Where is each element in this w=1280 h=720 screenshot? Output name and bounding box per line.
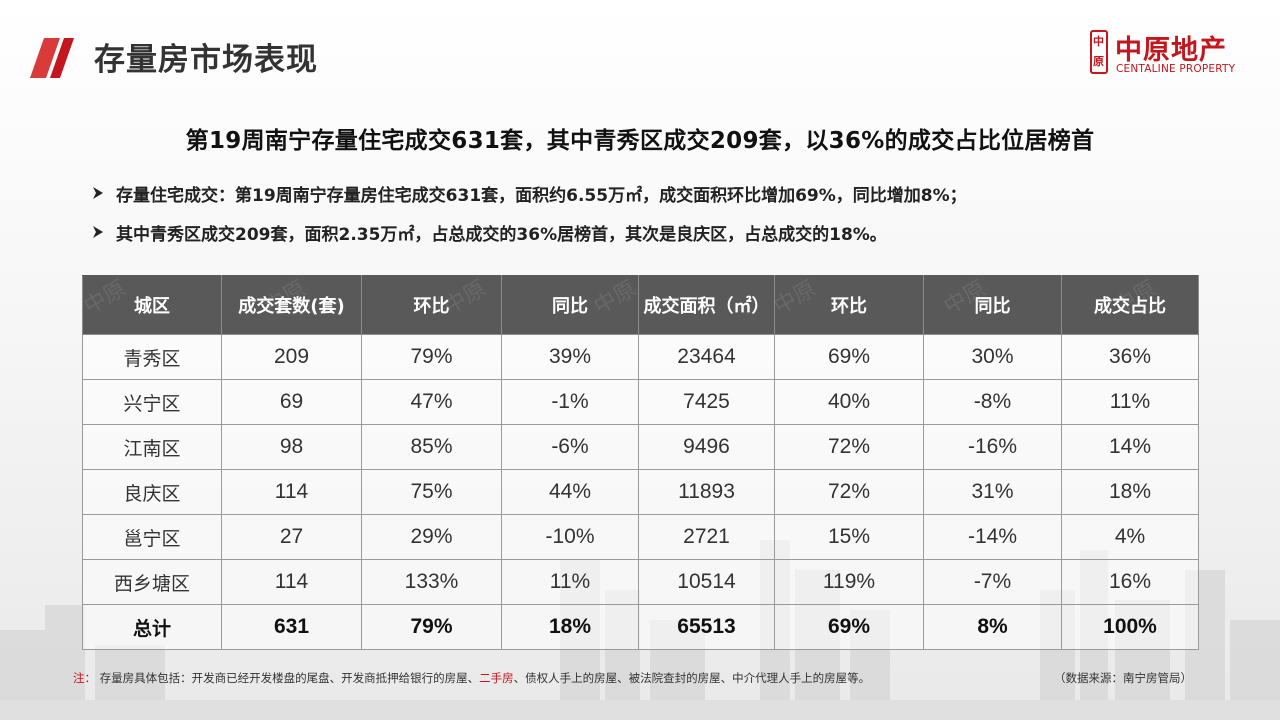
table-cell: 23464 — [638, 334, 775, 380]
table-cell: 209 — [221, 334, 362, 380]
table-row: 青秀区 209 79% 39% 23464 69% 30% 36% — [82, 334, 1199, 380]
table-cell: 29% — [361, 514, 502, 560]
page-title: 存量房市场表现 — [94, 42, 318, 78]
table-cell: -16% — [923, 424, 1062, 470]
table-cell: 114 — [221, 559, 362, 605]
centaline-logo: 中 原 中原地产 CENTALINE PROPERTY — [1090, 30, 1252, 78]
transaction-table-container: 城区 成交套数(套) 环比 同比 成交面积（㎡） 环比 同比 成交占比 青秀区 2… — [82, 275, 1199, 650]
transaction-table: 城区 成交套数(套) 环比 同比 成交面积（㎡） 环比 同比 成交占比 青秀区 2… — [82, 275, 1199, 650]
table-cell: 30% — [923, 334, 1062, 380]
table-row: 西乡塘区 114 133% 11% 10514 119% -7% 16% — [82, 559, 1199, 605]
bullet-list: 存量住宅成交：第19周南宁存量房住宅成交631套，面积约6.55万㎡，成交面积环… — [90, 180, 1230, 258]
table-row: 兴宁区 69 47% -1% 7425 40% -8% 11% — [82, 379, 1199, 425]
table-cell: 47% — [361, 379, 502, 425]
header-area: 成交面积（㎡） — [638, 275, 775, 335]
table-cell: 11% — [501, 559, 639, 605]
table-cell: 65513 — [638, 604, 775, 650]
table-cell: 72% — [774, 424, 924, 470]
table-cell: 18% — [501, 604, 639, 650]
table-cell: 15% — [774, 514, 924, 560]
logo-mark-glyph: 中 — [1093, 35, 1104, 48]
table-row: 江南区 98 85% -6% 9496 72% -16% 14% — [82, 424, 1199, 470]
table-cell: 69 — [221, 379, 362, 425]
table-cell: 114 — [221, 469, 362, 515]
table-cell: -10% — [501, 514, 639, 560]
table-cell: 100% — [1061, 604, 1199, 650]
footnote-text: 、债权人手上的房屋、被法院查封的房屋、中介代理人手上的房屋等。 — [513, 671, 871, 685]
slide-headline: 第19周南宁存量住宅成交631套，其中青秀区成交209套，以36%的成交占比位居… — [185, 128, 1095, 154]
table-cell: 631 — [221, 604, 362, 650]
table-cell: 40% — [774, 379, 924, 425]
bullet-text: 其中青秀区成交209套，面积2.35万㎡，占总成交的36%居榜首，其次是良庆区，… — [116, 224, 887, 245]
table-total-row: 总计 631 79% 18% 65513 69% 8% 100% — [82, 604, 1199, 650]
table-cell: -1% — [501, 379, 639, 425]
table-cell: 11893 — [638, 469, 775, 515]
table-cell: 79% — [361, 334, 502, 380]
footnote: 注： 存量房具体包括：开发商已经开发楼盘的尾盘、开发商抵押给银行的房屋、二手房、… — [73, 670, 870, 686]
table-cell: 75% — [361, 469, 502, 515]
table-cell: 4% — [1061, 514, 1199, 560]
footnote-label: 注： — [73, 671, 96, 685]
table-cell: 14% — [1061, 424, 1199, 470]
table-cell: 79% — [361, 604, 502, 650]
table-cell: 44% — [501, 469, 639, 515]
data-source: （数据来源：南宁房管局） — [1054, 671, 1192, 685]
table-cell: 16% — [1061, 559, 1199, 605]
red-slash-icon — [30, 38, 74, 78]
table-cell-district: 青秀区 — [82, 334, 222, 380]
header-units: 成交套数(套) — [221, 275, 362, 335]
table-cell: 8% — [923, 604, 1062, 650]
table-cell-district: 江南区 — [82, 424, 222, 470]
table-header-row: 城区 成交套数(套) 环比 同比 成交面积（㎡） 环比 同比 成交占比 — [82, 275, 1199, 335]
table-cell: 7425 — [638, 379, 775, 425]
table-cell: 18% — [1061, 469, 1199, 515]
logo-chinese-text: 中原地产 — [1115, 35, 1227, 66]
table-cell: 10514 — [638, 559, 775, 605]
table-row: 邕宁区 27 29% -10% 2721 15% -14% 4% — [82, 514, 1199, 560]
table-cell-district: 西乡塘区 — [82, 559, 222, 605]
table-cell: 119% — [774, 559, 924, 605]
table-cell: 85% — [361, 424, 502, 470]
table-cell: 69% — [774, 604, 924, 650]
table-cell: -6% — [501, 424, 639, 470]
table-cell: -14% — [923, 514, 1062, 560]
table-cell: 72% — [774, 469, 924, 515]
table-cell: 98 — [221, 424, 362, 470]
table-cell-district: 良庆区 — [82, 469, 222, 515]
bullet-item: 存量住宅成交：第19周南宁存量房住宅成交631套，面积约6.55万㎡，成交面积环… — [90, 180, 1230, 206]
header-share: 成交占比 — [1061, 275, 1199, 335]
footnote-text: 存量房具体包括：开发商已经开发楼盘的尾盘、开发商抵押给银行的房屋、 — [99, 671, 480, 685]
table-cell: 133% — [361, 559, 502, 605]
table-cell: 31% — [923, 469, 1062, 515]
header-units-mom: 环比 — [361, 275, 502, 335]
table-row: 良庆区 114 75% 44% 11893 72% 31% 18% — [82, 469, 1199, 515]
arrow-bullet-icon — [93, 226, 103, 238]
header-units-yoy: 同比 — [501, 275, 639, 335]
table-cell: 11% — [1061, 379, 1199, 425]
table-cell: 69% — [774, 334, 924, 380]
header-district: 城区 — [82, 275, 222, 335]
table-cell-district: 总计 — [82, 604, 222, 650]
logo-english-text: CENTALINE PROPERTY — [1116, 63, 1236, 75]
logo-mark-glyph: 原 — [1093, 55, 1104, 68]
bullet-text: 存量住宅成交：第19周南宁存量房住宅成交631套，面积约6.55万㎡，成交面积环… — [116, 185, 967, 206]
table-cell: -8% — [923, 379, 1062, 425]
footnote-highlight: 二手房 — [479, 671, 514, 685]
table-cell-district: 兴宁区 — [82, 379, 222, 425]
table-cell-district: 邕宁区 — [82, 514, 222, 560]
arrow-bullet-icon — [93, 187, 103, 199]
table-cell: 27 — [221, 514, 362, 560]
table-cell: 9496 — [638, 424, 775, 470]
header-area-mom: 环比 — [774, 275, 924, 335]
table-cell: 36% — [1061, 334, 1199, 380]
table-cell: 2721 — [638, 514, 775, 560]
table-cell: -7% — [923, 559, 1062, 605]
header-area-yoy: 同比 — [923, 275, 1062, 335]
table-cell: 39% — [501, 334, 639, 380]
bullet-item: 其中青秀区成交209套，面积2.35万㎡，占总成交的36%居榜首，其次是良庆区，… — [90, 219, 1230, 245]
logo-mark-icon: 中 原 — [1090, 30, 1108, 74]
table-body: 青秀区 209 79% 39% 23464 69% 30% 36% 兴宁区 69 47% -1% 742… — [82, 334, 1199, 650]
